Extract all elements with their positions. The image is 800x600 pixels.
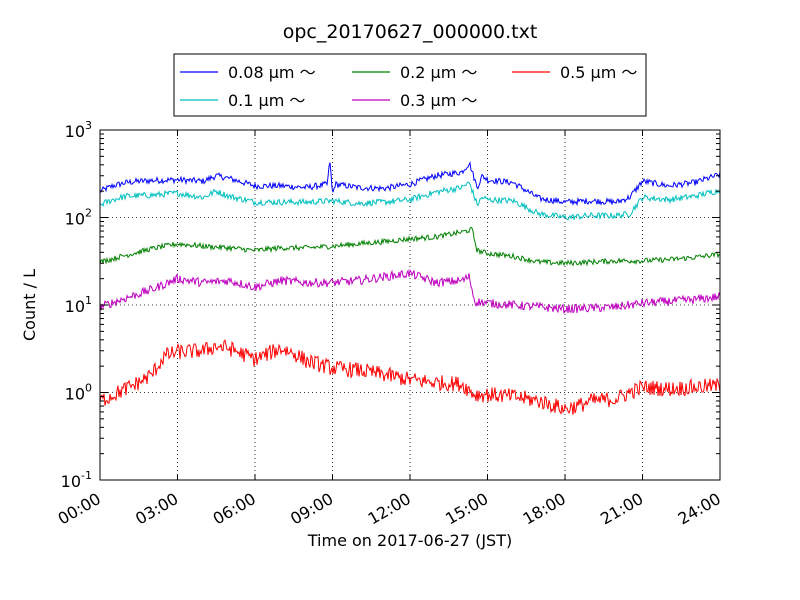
legend-label: 0.5 μm ～: [560, 63, 637, 82]
y-tick-label: 103: [65, 119, 92, 141]
y-tick-label: 10-1: [61, 469, 92, 491]
y-axis: 10-1 100 101 102 103: [61, 119, 720, 491]
series-group: [99, 160, 721, 415]
legend-label: 0.1 μm ～: [228, 91, 305, 110]
series-line-3: [99, 268, 721, 314]
legend-label: 0.2 μm ～: [400, 63, 477, 82]
legend-box: [173, 53, 647, 117]
chart-title: opc_20170627_000000.txt: [283, 21, 538, 43]
legend-label: 0.3 μm ～: [400, 91, 477, 110]
series-line-2: [99, 226, 721, 267]
y-tick-label: 101: [65, 294, 92, 316]
x-axis-label: Time on 2017-06-27 (JST): [307, 531, 512, 550]
y-tick-label: 100: [65, 382, 92, 404]
series-line-0: [99, 160, 721, 207]
y-axis-label: Count / L: [20, 269, 39, 341]
series-line-4: [99, 339, 721, 415]
legend: 0.08 μm ～ 0.1 μm ～ 0.2 μm ～ 0.3 μm ～ 0.5 μm …: [173, 53, 647, 117]
y-tick-label: 102: [65, 207, 92, 229]
series-line-1: [99, 181, 721, 221]
legend-label: 0.08 μm ～: [228, 63, 316, 82]
